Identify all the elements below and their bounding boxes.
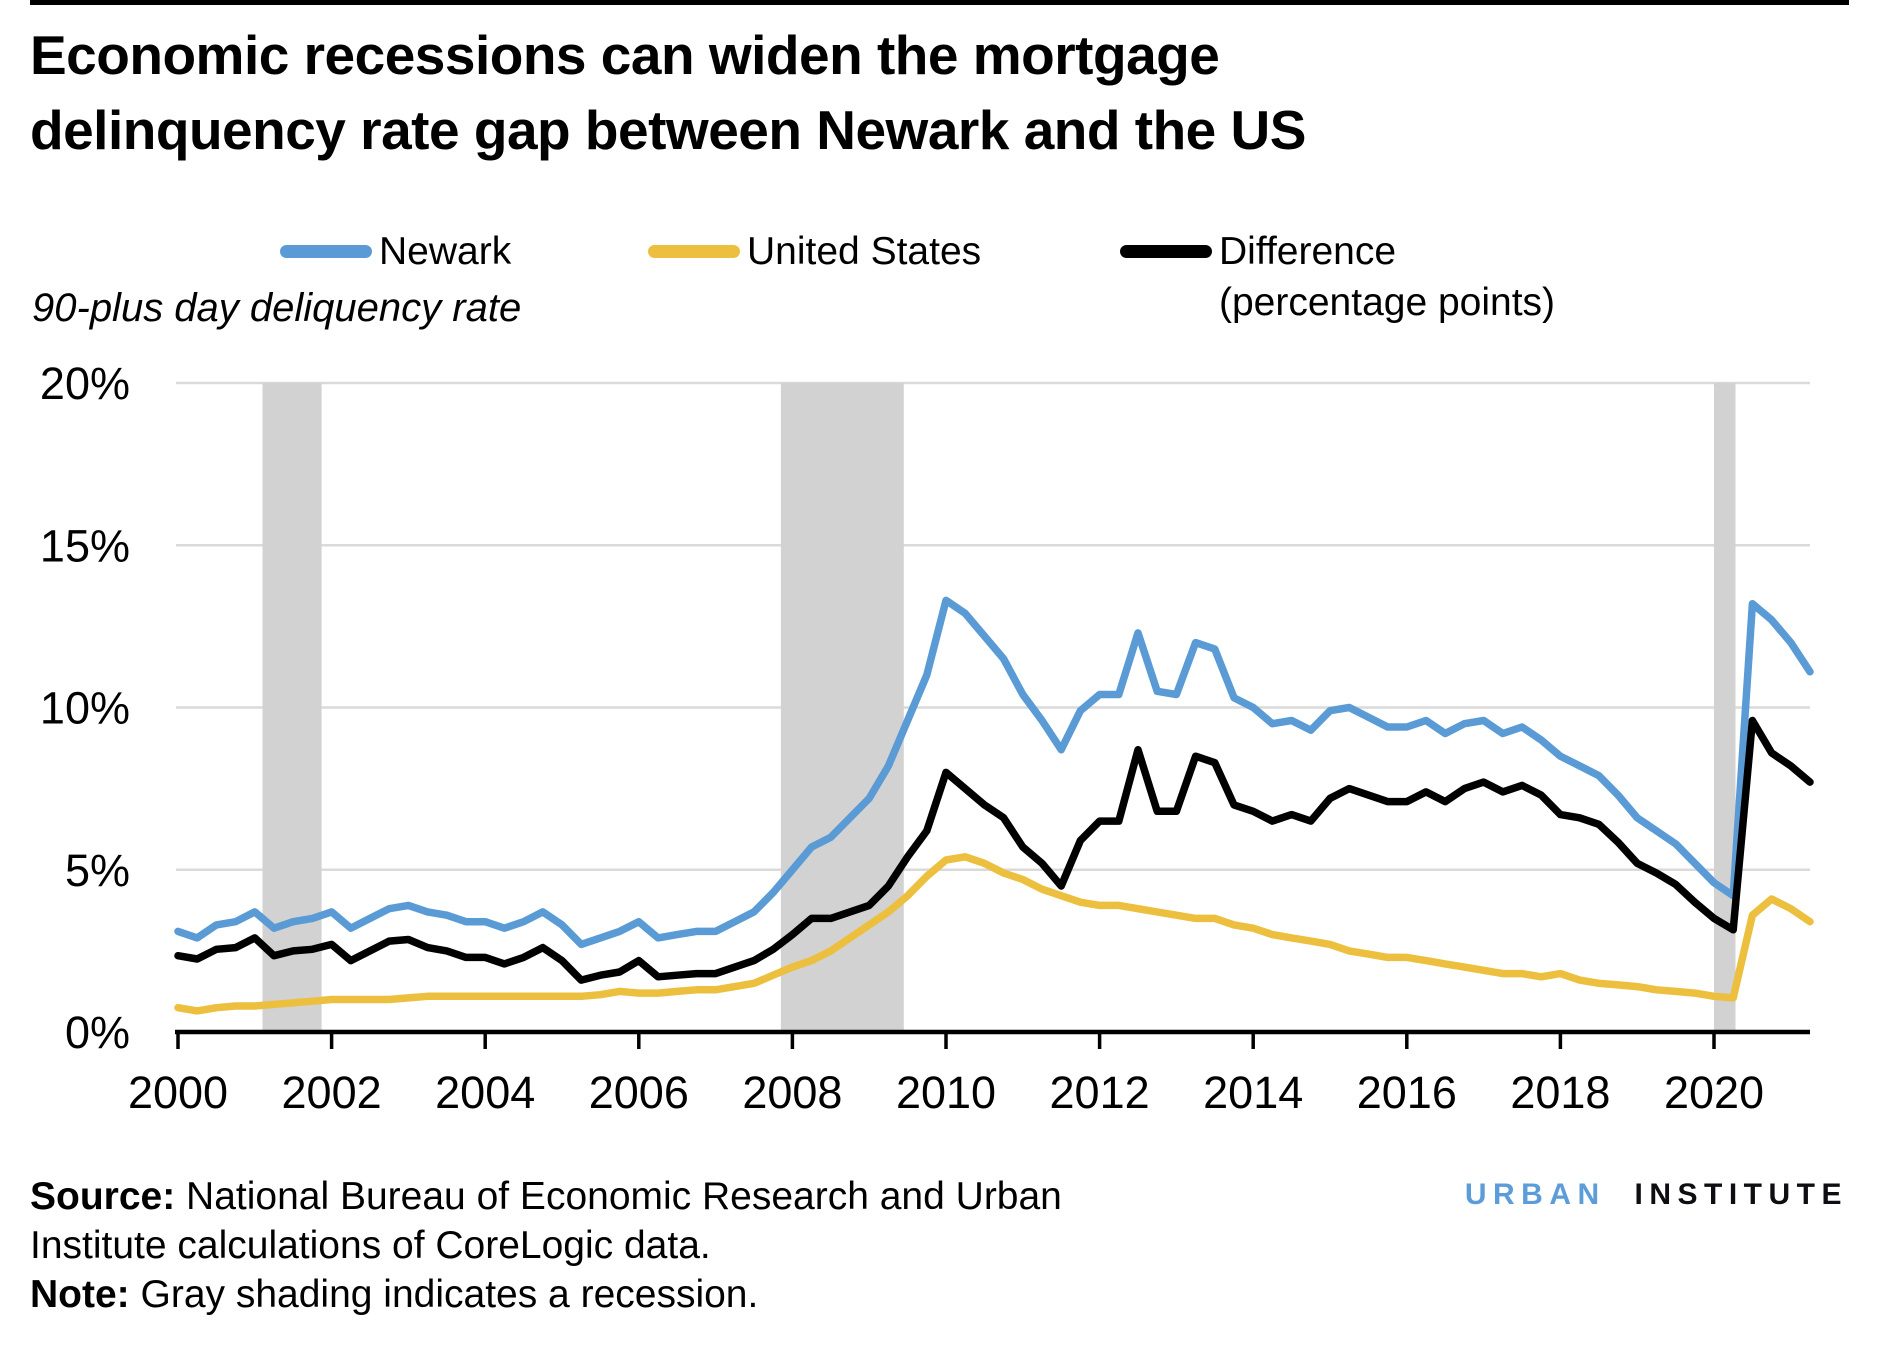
source-text-line1: National Bureau of Economic Research and…: [186, 1175, 1062, 1218]
y-axis-tick-label-5: 5%: [65, 845, 130, 896]
note-text: Gray shading indicates a recession.: [140, 1273, 759, 1316]
top-rule: [30, 0, 1849, 5]
x-axis-tick-label-2016: 2016: [1357, 1067, 1457, 1118]
page-title-line2: delinquency rate gap between Newark and …: [30, 99, 1306, 161]
recession-band-3: [1714, 383, 1736, 1032]
note-line: Note: Gray shading indicates a recession…: [30, 1270, 1062, 1319]
legend-label-difference-line2: (percentage points): [1219, 281, 1556, 324]
legend-item-newark: Newark: [280, 226, 511, 277]
page-title: Economic recessions can widen the mortga…: [30, 18, 1306, 168]
source-line2: Institute calculations of CoreLogic data…: [30, 1224, 711, 1267]
y-axis-tick-label-20: 20%: [40, 358, 130, 409]
recession-band-2: [780, 383, 904, 1032]
legend: Newark United States Difference (percent…: [0, 226, 1879, 336]
x-axis-tick-label-2004: 2004: [435, 1067, 535, 1118]
logo-urban: URBAN: [1464, 1178, 1606, 1211]
y-axis-tick-label-0: 0%: [65, 1007, 130, 1058]
series-line-us: [174, 853, 1814, 1015]
legend-item-united-states: United States: [648, 226, 981, 277]
x-axis-tick-label-2018: 2018: [1510, 1067, 1610, 1118]
y-axis-tick-label-10: 10%: [40, 683, 130, 734]
series-line-difference: [174, 716, 1814, 984]
y-axis-title: 90-plus day deliquency rate: [32, 286, 522, 330]
difference-swatch-icon: [1120, 245, 1212, 258]
recession-band-1: [262, 383, 322, 1032]
series-line-newark: [174, 596, 1814, 949]
x-axis-tick-label-2000: 2000: [128, 1067, 228, 1118]
x-axis-tick-label-2014: 2014: [1203, 1067, 1303, 1118]
x-axis-tick-label-2020: 2020: [1664, 1067, 1764, 1118]
y-axis-tick-label-15: 15%: [40, 520, 130, 571]
x-axis-tick-label-2002: 2002: [282, 1067, 382, 1118]
legend-label-newark: Newark: [379, 230, 512, 273]
source-line1: Source: National Bureau of Economic Rese…: [30, 1172, 1062, 1221]
x-axis-tick-label-2006: 2006: [589, 1067, 689, 1118]
legend-label-united-states: United States: [747, 230, 982, 273]
legend-label-difference: Difference (percentage points): [1219, 226, 1555, 328]
x-axis-tick-label-2010: 2010: [896, 1067, 996, 1118]
legend-item-difference: Difference (percentage points): [1120, 226, 1555, 328]
page-title-line1: Economic recessions can widen the mortga…: [30, 24, 1220, 86]
newark-swatch-icon: [280, 245, 372, 258]
logo-institute: INSTITUTE: [1634, 1178, 1848, 1211]
source-label: Source:: [30, 1175, 176, 1218]
x-axis-tick-label-2008: 2008: [742, 1067, 842, 1118]
united-states-swatch-icon: [648, 245, 740, 258]
urban-institute-logo: URBAN INSTITUTE: [1465, 1178, 1848, 1212]
footer-notes: Source: National Bureau of Economic Rese…: [30, 1172, 1062, 1319]
legend-label-difference-line1: Difference: [1219, 230, 1397, 273]
note-label: Note:: [30, 1273, 130, 1316]
x-axis-tick-label-2012: 2012: [1050, 1067, 1150, 1118]
